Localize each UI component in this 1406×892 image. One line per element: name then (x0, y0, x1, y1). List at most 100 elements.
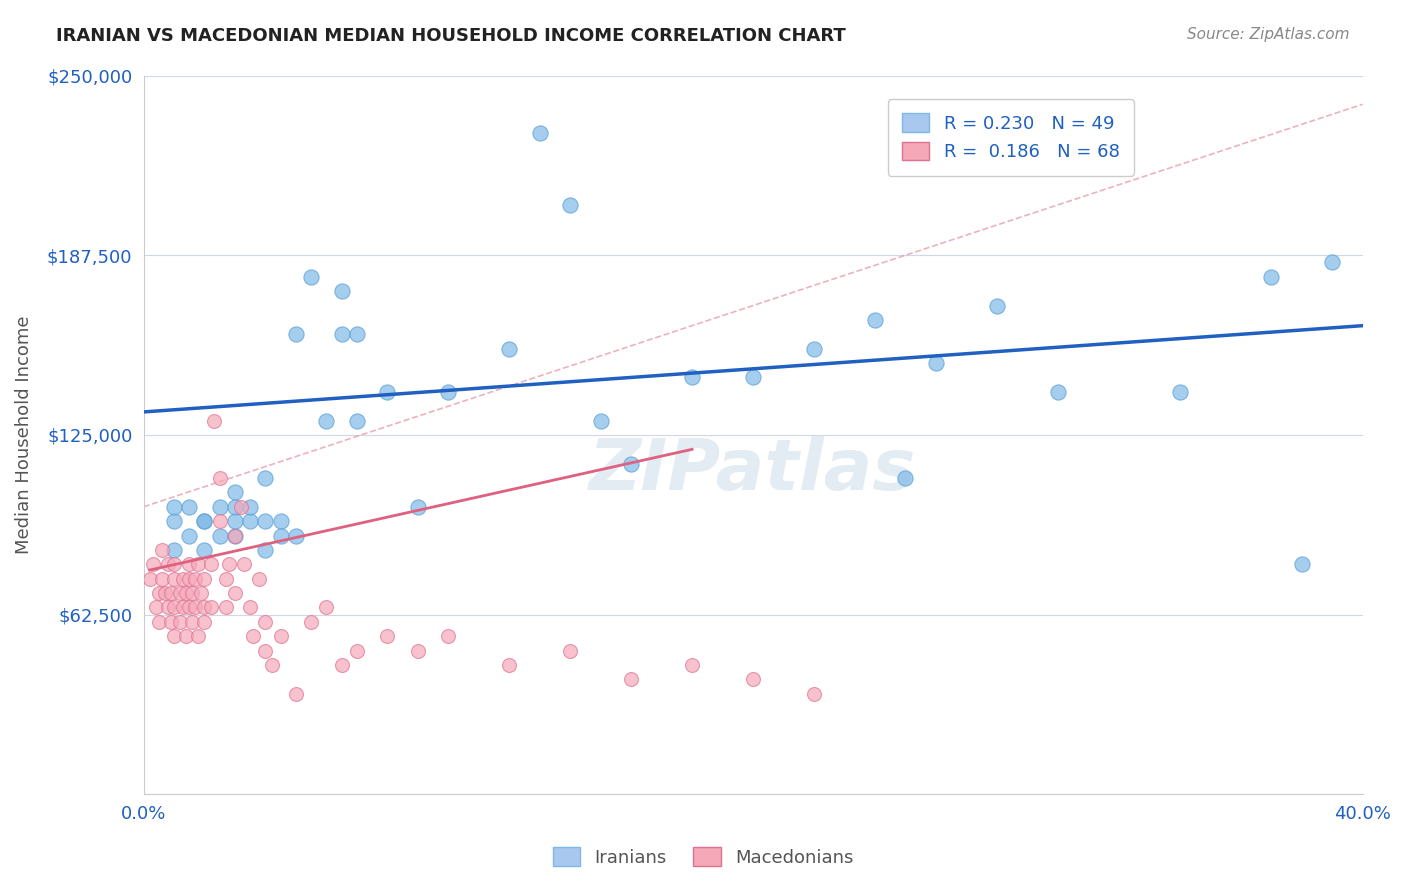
Macedonians (437, 629, 460, 643)
Macedonians (560, 643, 582, 657)
Macedonians (174, 629, 197, 643)
Macedonians (270, 629, 292, 643)
Macedonians (346, 643, 368, 657)
Macedonians (681, 657, 703, 672)
Iranians (193, 543, 215, 558)
Iranians (437, 384, 460, 399)
Macedonians (239, 600, 262, 615)
Macedonians (163, 558, 186, 572)
Macedonians (208, 514, 231, 528)
Iranians (346, 327, 368, 342)
Iranians (163, 543, 186, 558)
Y-axis label: Median Household Income: Median Household Income (15, 316, 32, 554)
Macedonians (254, 615, 277, 629)
Macedonians (215, 572, 238, 586)
Macedonians (181, 615, 204, 629)
Macedonians (284, 687, 307, 701)
Iranians (925, 356, 948, 370)
Macedonians (200, 600, 222, 615)
Iranians (1260, 269, 1282, 284)
Macedonians (233, 558, 256, 572)
Iranians (346, 413, 368, 427)
Macedonians (169, 586, 191, 600)
Iranians (193, 514, 215, 528)
Macedonians (163, 572, 186, 586)
Iranians (254, 543, 277, 558)
Macedonians (330, 657, 353, 672)
Iranians (315, 413, 337, 427)
Legend: Iranians, Macedonians: Iranians, Macedonians (546, 840, 860, 874)
Iranians (330, 284, 353, 298)
Iranians (163, 514, 186, 528)
Iranians (529, 126, 551, 140)
Macedonians (208, 471, 231, 485)
Iranians (620, 457, 643, 471)
Macedonians (187, 629, 209, 643)
Iranians (239, 514, 262, 528)
Iranians (375, 384, 398, 399)
Iranians (254, 471, 277, 485)
Macedonians (375, 629, 398, 643)
Iranians (498, 342, 520, 356)
Iranians (224, 485, 246, 500)
Macedonians (193, 615, 215, 629)
Iranians (1291, 558, 1313, 572)
Iranians (239, 500, 262, 514)
Macedonians (299, 615, 322, 629)
Iranians (742, 370, 765, 384)
Macedonians (174, 586, 197, 600)
Legend: R = 0.230   N = 49, R =  0.186   N = 68: R = 0.230 N = 49, R = 0.186 N = 68 (887, 99, 1135, 176)
Macedonians (156, 558, 179, 572)
Macedonians (145, 600, 167, 615)
Iranians (681, 370, 703, 384)
Iranians (179, 500, 201, 514)
Iranians (224, 500, 246, 514)
Macedonians (163, 600, 186, 615)
Macedonians (190, 586, 212, 600)
Macedonians (179, 558, 201, 572)
Macedonians (498, 657, 520, 672)
Macedonians (138, 572, 160, 586)
Macedonians (169, 615, 191, 629)
Macedonians (742, 673, 765, 687)
Iranians (330, 327, 353, 342)
Macedonians (179, 572, 201, 586)
Iranians (1168, 384, 1191, 399)
Macedonians (148, 615, 170, 629)
Iranians (863, 313, 886, 327)
Iranians (1320, 255, 1343, 269)
Macedonians (193, 600, 215, 615)
Iranians (270, 528, 292, 542)
Macedonians (224, 586, 246, 600)
Iranians (208, 500, 231, 514)
Macedonians (181, 586, 204, 600)
Macedonians (150, 543, 173, 558)
Text: Source: ZipAtlas.com: Source: ZipAtlas.com (1187, 27, 1350, 42)
Iranians (224, 514, 246, 528)
Macedonians (163, 629, 186, 643)
Macedonians (172, 600, 194, 615)
Macedonians (184, 572, 207, 586)
Iranians (560, 198, 582, 212)
Iranians (163, 500, 186, 514)
Macedonians (148, 586, 170, 600)
Macedonians (620, 673, 643, 687)
Macedonians (202, 413, 225, 427)
Iranians (208, 528, 231, 542)
Iranians (224, 528, 246, 542)
Iranians (803, 342, 825, 356)
Macedonians (215, 600, 238, 615)
Macedonians (187, 558, 209, 572)
Macedonians (160, 586, 183, 600)
Iranians (254, 514, 277, 528)
Iranians (589, 413, 612, 427)
Iranians (299, 269, 322, 284)
Iranians (986, 299, 1008, 313)
Macedonians (242, 629, 264, 643)
Macedonians (179, 600, 201, 615)
Iranians (284, 327, 307, 342)
Iranians (179, 528, 201, 542)
Macedonians (254, 643, 277, 657)
Macedonians (229, 500, 252, 514)
Text: ZIPatlas: ZIPatlas (589, 436, 917, 506)
